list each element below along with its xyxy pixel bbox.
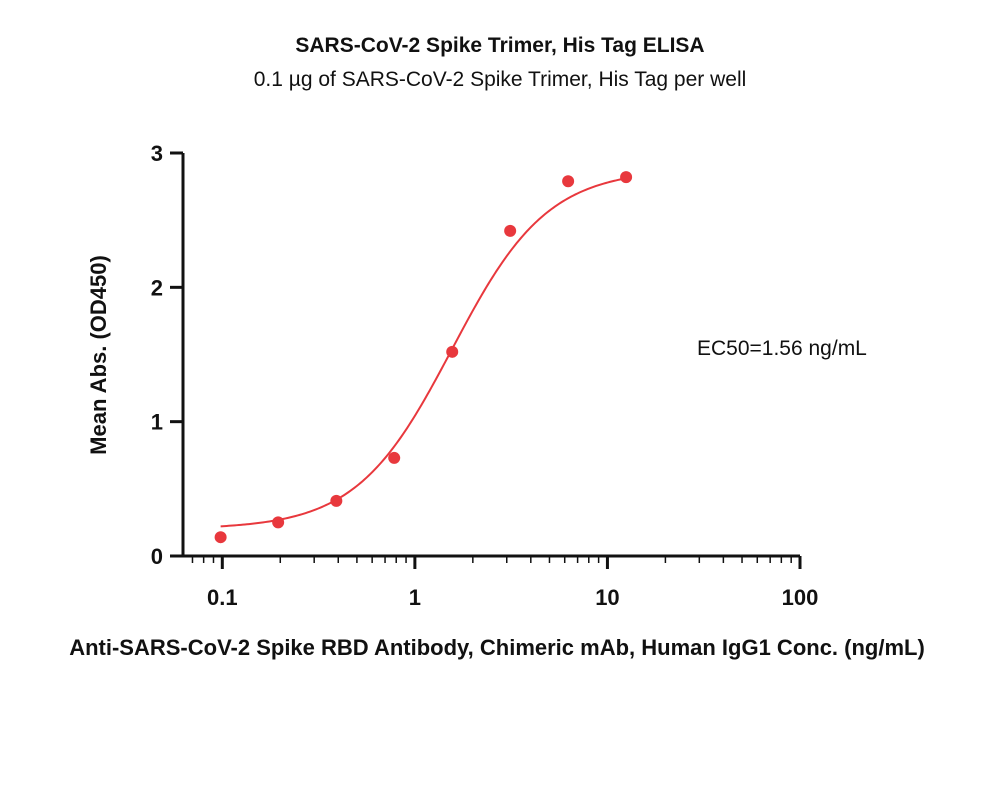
y-tick-label: 0 <box>151 544 163 569</box>
fit-curve <box>220 177 627 528</box>
x-axis-label: Anti-SARS-CoV-2 Spike RBD Antibody, Chim… <box>69 635 925 660</box>
data-point <box>620 171 633 184</box>
x-tick-label: 0.1 <box>207 585 238 610</box>
y-tick-label: 3 <box>151 141 163 166</box>
chart-subtitle: 0.1 µg of SARS-CoV-2 Spike Trimer, His T… <box>254 68 747 91</box>
data-point <box>272 516 285 529</box>
y-axis-label: Mean Abs. (OD450) <box>86 255 111 455</box>
y-ticks: 0 1 2 3 <box>151 141 183 569</box>
data-point <box>504 224 517 237</box>
y-tick-label: 2 <box>151 275 163 300</box>
x-ticks: 0.1 1 10 100 <box>191 556 819 610</box>
ec50-annotation: EC50=1.56 ng/mL <box>697 337 867 360</box>
y-tick-label: 1 <box>151 410 163 435</box>
x-tick-label: 1 <box>409 585 421 610</box>
x-tick-label: 10 <box>595 585 619 610</box>
data-point <box>214 531 227 544</box>
data-point <box>446 345 459 358</box>
data-points <box>214 171 633 544</box>
axes: 0 1 2 3 0.1 1 10 100 <box>151 141 819 610</box>
data-point <box>388 451 401 464</box>
x-tick-label: 100 <box>782 585 819 610</box>
data-point <box>330 494 343 507</box>
chart-title: SARS-CoV-2 Spike Trimer, His Tag ELISA <box>295 34 704 57</box>
data-point <box>562 175 575 188</box>
